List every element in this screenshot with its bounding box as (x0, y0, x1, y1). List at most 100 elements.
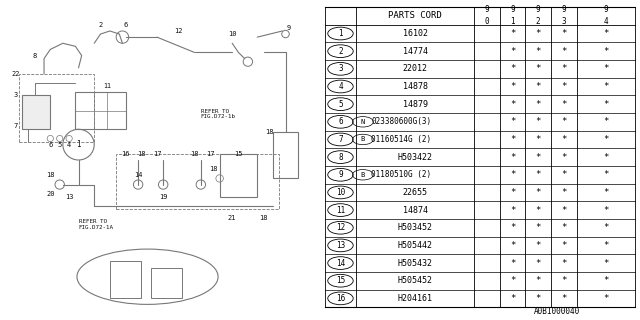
Text: *: * (561, 82, 566, 91)
Text: *: * (536, 294, 541, 303)
Text: *: * (561, 135, 566, 144)
Text: 12: 12 (175, 28, 183, 34)
Text: 2: 2 (338, 47, 343, 56)
Text: 12: 12 (336, 223, 345, 232)
Text: H204161: H204161 (397, 294, 433, 303)
Text: *: * (510, 135, 515, 144)
Text: 14878: 14878 (403, 82, 428, 91)
Text: H505432: H505432 (397, 259, 433, 268)
Text: 9: 9 (484, 5, 490, 14)
Text: 4: 4 (604, 18, 608, 27)
Text: 1: 1 (338, 29, 343, 38)
Text: 9: 9 (604, 5, 608, 14)
Text: *: * (536, 135, 541, 144)
Text: 5: 5 (58, 142, 62, 148)
Text: A0B1000040: A0B1000040 (534, 308, 580, 316)
Text: *: * (510, 117, 515, 126)
Text: 7: 7 (338, 135, 343, 144)
Text: 8: 8 (33, 52, 36, 59)
Text: 1: 1 (510, 18, 515, 27)
Text: B: B (361, 136, 365, 142)
Text: *: * (510, 47, 515, 56)
Text: 9: 9 (338, 170, 343, 179)
Text: *: * (603, 223, 609, 232)
Text: *: * (603, 64, 609, 73)
Text: *: * (510, 276, 515, 285)
Text: 01160514G (2): 01160514G (2) (371, 135, 431, 144)
Text: *: * (561, 276, 566, 285)
Text: 13: 13 (336, 241, 345, 250)
Text: 9: 9 (536, 5, 541, 14)
Text: 023380600G(3): 023380600G(3) (371, 117, 431, 126)
Text: *: * (536, 29, 541, 38)
Text: *: * (561, 223, 566, 232)
Text: REFER TO
FIG.D72-1A: REFER TO FIG.D72-1A (79, 219, 113, 230)
Text: H503452: H503452 (397, 223, 433, 232)
FancyBboxPatch shape (22, 95, 51, 129)
Text: H505452: H505452 (397, 276, 433, 285)
Text: 14: 14 (134, 172, 142, 178)
Text: 11: 11 (103, 83, 111, 89)
Text: 16: 16 (122, 151, 130, 157)
Text: 22: 22 (12, 71, 20, 77)
Text: *: * (510, 259, 515, 268)
Text: 19: 19 (159, 194, 168, 200)
Text: 14879: 14879 (403, 100, 428, 109)
Text: 13: 13 (65, 194, 74, 200)
Text: 2: 2 (99, 22, 102, 28)
Text: *: * (510, 294, 515, 303)
Text: 6: 6 (48, 142, 52, 148)
Text: *: * (510, 82, 515, 91)
Text: *: * (536, 205, 541, 215)
Text: 11: 11 (336, 205, 345, 215)
Text: 18: 18 (137, 151, 145, 157)
Text: PARTS CORD: PARTS CORD (388, 12, 442, 20)
Text: *: * (603, 259, 609, 268)
Text: REFER TO
FIG.D72-1b: REFER TO FIG.D72-1b (201, 108, 236, 119)
Text: 18: 18 (259, 215, 268, 221)
Text: 4: 4 (67, 142, 71, 148)
Text: *: * (510, 223, 515, 232)
Text: 01180510G (2): 01180510G (2) (371, 170, 431, 179)
Text: 18: 18 (266, 129, 274, 135)
Text: *: * (510, 100, 515, 109)
Text: 9: 9 (561, 5, 566, 14)
Text: *: * (561, 241, 566, 250)
Text: *: * (536, 276, 541, 285)
Text: 18: 18 (190, 151, 199, 157)
Text: *: * (561, 188, 566, 197)
Text: *: * (510, 241, 515, 250)
Text: 18: 18 (209, 166, 218, 172)
Text: *: * (561, 170, 566, 179)
Text: 2: 2 (536, 18, 541, 27)
Text: 15: 15 (234, 151, 243, 157)
Text: *: * (603, 117, 609, 126)
Text: *: * (603, 276, 609, 285)
Text: *: * (561, 117, 566, 126)
Text: 10: 10 (336, 188, 345, 197)
Text: *: * (536, 223, 541, 232)
Text: 17: 17 (153, 151, 161, 157)
Text: 10: 10 (228, 31, 236, 37)
Text: 8: 8 (338, 153, 343, 162)
Text: 22655: 22655 (403, 188, 428, 197)
Text: *: * (603, 82, 609, 91)
Text: *: * (561, 259, 566, 268)
Text: 6: 6 (338, 117, 343, 126)
Text: *: * (536, 64, 541, 73)
Text: *: * (561, 47, 566, 56)
Text: *: * (536, 188, 541, 197)
Text: *: * (561, 29, 566, 38)
Text: 3: 3 (561, 18, 566, 27)
Text: *: * (603, 29, 609, 38)
Text: *: * (561, 294, 566, 303)
Text: *: * (603, 135, 609, 144)
Text: *: * (603, 153, 609, 162)
Text: N: N (361, 119, 365, 125)
Text: *: * (603, 47, 609, 56)
Text: 18: 18 (46, 172, 54, 178)
Text: 6: 6 (124, 22, 128, 28)
Text: *: * (603, 170, 609, 179)
Text: *: * (603, 205, 609, 215)
Text: H503422: H503422 (397, 153, 433, 162)
